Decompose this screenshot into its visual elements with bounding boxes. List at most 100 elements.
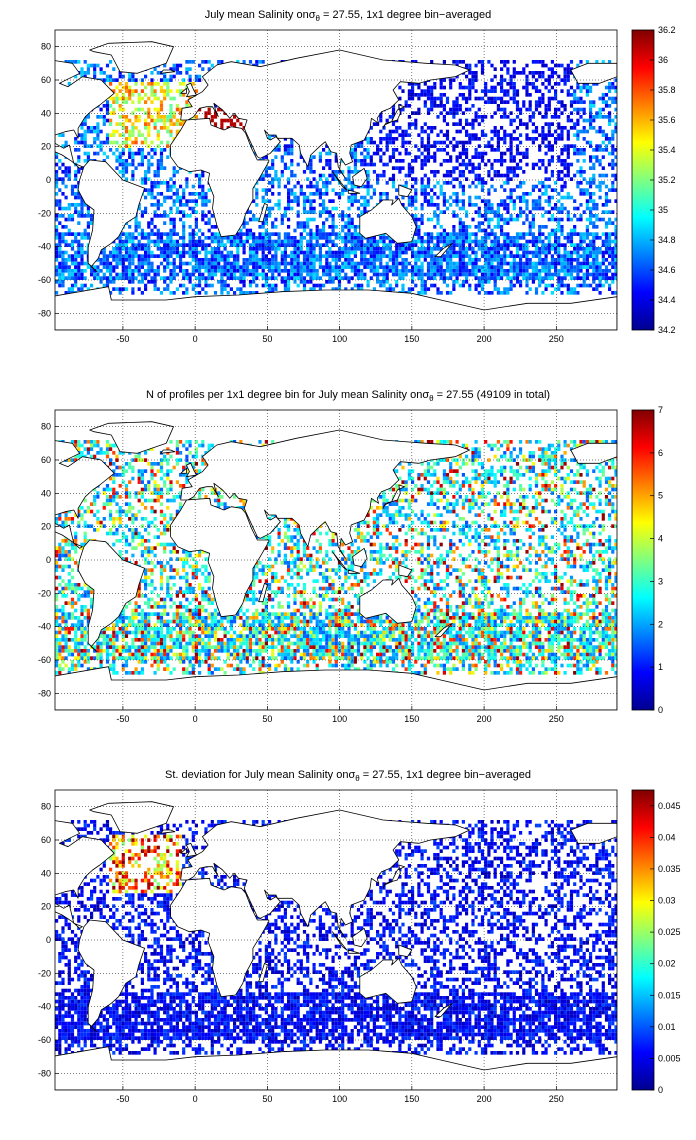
heatmap-cell	[223, 243, 227, 247]
heatmap-cell	[414, 221, 418, 225]
heatmap-cell	[306, 258, 310, 262]
heatmap-cell	[554, 228, 558, 233]
heatmap-cell	[487, 258, 491, 262]
heatmap-cell	[452, 243, 456, 247]
heatmap-cell	[531, 115, 535, 119]
heatmap-cell	[255, 239, 259, 244]
heatmap-cell	[573, 96, 577, 101]
heatmap-cell	[407, 203, 411, 207]
heatmap-cell	[213, 254, 218, 258]
heatmap-cell	[474, 254, 478, 258]
heatmap-cell	[213, 261, 218, 266]
heatmap-cell	[363, 199, 367, 203]
heatmap-cell	[64, 60, 68, 64]
heatmap-cell	[598, 115, 602, 119]
heatmap-cell	[500, 261, 504, 266]
heatmap-cell	[541, 258, 545, 262]
heatmap-cell	[423, 159, 427, 163]
heatmap-cell	[169, 221, 173, 225]
heatmap-cell	[391, 261, 396, 266]
heatmap-cell	[271, 177, 275, 181]
heatmap-cell	[353, 236, 357, 240]
heatmap-cell	[407, 133, 411, 137]
heatmap-cell	[589, 214, 593, 218]
heatmap-cell	[503, 63, 507, 68]
heatmap-cell	[496, 203, 500, 207]
heatmap-cell	[487, 140, 491, 145]
heatmap-cell	[519, 258, 523, 262]
heatmap-cell	[414, 261, 418, 266]
heatmap-cell	[490, 184, 494, 189]
heatmap-cell	[563, 67, 567, 71]
heatmap-cell	[322, 192, 326, 196]
heatmap-cell	[344, 250, 348, 255]
heatmap-cell	[83, 71, 87, 75]
heatmap-cell	[566, 148, 570, 152]
heatmap-cell	[439, 100, 443, 104]
heatmap-cell	[484, 89, 488, 93]
heatmap-cell	[93, 137, 97, 141]
heatmap-cell	[557, 177, 561, 181]
heatmap-cell	[147, 239, 151, 244]
heatmap-cell	[179, 265, 183, 269]
heatmap-cell	[325, 181, 329, 185]
heatmap-cell	[582, 232, 586, 236]
heatmap-cell	[534, 85, 539, 90]
heatmap-cell	[140, 236, 144, 240]
heatmap-cell	[573, 214, 577, 218]
heatmap-cell	[74, 148, 78, 152]
heatmap-cell	[468, 89, 472, 93]
heatmap-cell	[318, 232, 322, 236]
heatmap-cell	[519, 118, 523, 123]
heatmap-cell	[213, 225, 218, 229]
heatmap-cell	[538, 199, 542, 203]
heatmap-cell	[172, 247, 176, 251]
heatmap-cell	[372, 261, 376, 266]
heatmap-cell	[159, 254, 164, 258]
heatmap-cell	[102, 261, 106, 266]
heatmap-cell	[64, 195, 68, 200]
heatmap-cell	[58, 206, 62, 211]
heatmap-cell	[353, 225, 357, 229]
heatmap-cell	[474, 177, 478, 181]
heatmap-cell	[344, 239, 348, 244]
heatmap-cell	[175, 89, 179, 93]
heatmap-cell	[401, 258, 405, 262]
heatmap-cell	[500, 243, 504, 247]
heatmap-cell	[341, 214, 345, 218]
heatmap-cell	[290, 188, 294, 192]
heatmap-cell	[391, 129, 396, 134]
heatmap-cell	[347, 239, 351, 244]
heatmap-cell	[582, 247, 586, 251]
heatmap-cell	[147, 243, 151, 247]
heatmap-cell	[264, 232, 268, 236]
heatmap-cell	[147, 162, 151, 167]
heatmap-cell	[452, 192, 456, 196]
heatmap-cell	[528, 225, 532, 229]
heatmap-cell	[461, 151, 465, 156]
heatmap-cell	[353, 243, 357, 247]
heatmap-cell	[538, 250, 542, 255]
heatmap-cell	[70, 214, 75, 218]
heatmap-cell	[268, 243, 272, 247]
heatmap-cell	[547, 67, 551, 71]
heatmap-cell	[611, 151, 615, 156]
heatmap-cell	[261, 254, 265, 258]
heatmap-cell	[614, 199, 617, 203]
heatmap-cell	[67, 232, 71, 236]
heatmap-cell	[344, 184, 348, 189]
heatmap-cell	[166, 195, 170, 200]
heatmap-cell	[328, 254, 332, 258]
heatmap-cell	[496, 250, 500, 255]
heatmap-cell	[515, 195, 520, 200]
heatmap-cell	[391, 177, 396, 181]
heatmap-cell	[172, 166, 176, 170]
heatmap-cell	[426, 261, 431, 266]
heatmap-cell	[445, 111, 450, 115]
heatmap-cell	[509, 155, 513, 159]
heatmap-cell	[439, 247, 443, 251]
heatmap-cell	[290, 162, 294, 167]
heatmap-cell	[601, 96, 605, 101]
heatmap-cell	[179, 199, 183, 203]
heatmap-cell	[471, 258, 475, 262]
